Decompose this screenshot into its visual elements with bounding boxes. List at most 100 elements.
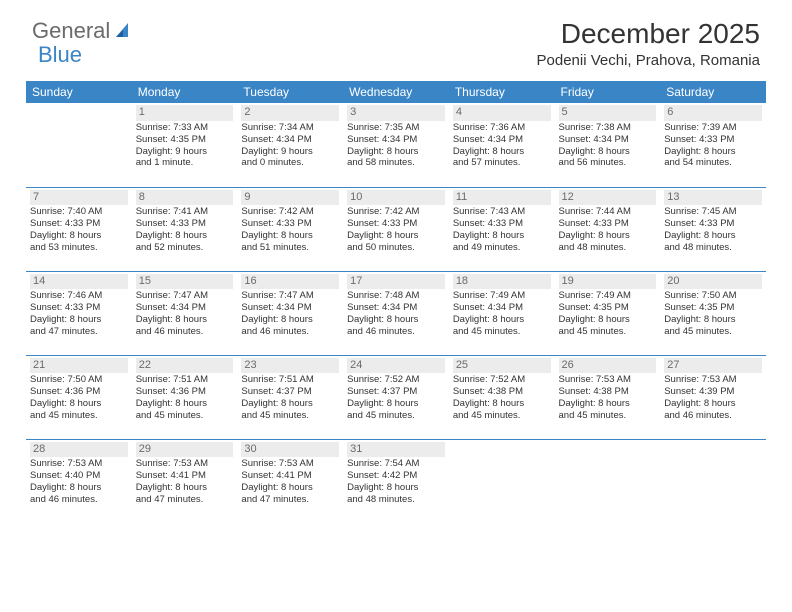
day-info-line: and 46 minutes. (664, 410, 762, 422)
day-info-line: Sunset: 4:42 PM (347, 470, 445, 482)
day-cell: 27Sunrise: 7:53 AMSunset: 4:39 PMDayligh… (660, 355, 766, 439)
day-info-line: Sunset: 4:38 PM (559, 386, 657, 398)
day-number: 29 (136, 442, 234, 458)
day-info-line: Sunset: 4:36 PM (136, 386, 234, 398)
day-number: 5 (559, 105, 657, 121)
day-info-line: Sunset: 4:33 PM (559, 218, 657, 230)
calendar-table: Sunday Monday Tuesday Wednesday Thursday… (26, 81, 766, 523)
day-cell: 31Sunrise: 7:54 AMSunset: 4:42 PMDayligh… (343, 439, 449, 523)
day-info-line: Daylight: 8 hours (347, 482, 445, 494)
day-info-line: Sunset: 4:34 PM (347, 302, 445, 314)
day-info-line: Sunrise: 7:51 AM (136, 374, 234, 386)
day-info-line: and 45 minutes. (559, 410, 657, 422)
day-info-line: Sunset: 4:33 PM (30, 218, 128, 230)
day-cell: 2Sunrise: 7:34 AMSunset: 4:34 PMDaylight… (237, 103, 343, 187)
weekday-sun: Sunday (26, 81, 132, 103)
day-info-line: Sunrise: 7:50 AM (664, 290, 762, 302)
day-cell: 5Sunrise: 7:38 AMSunset: 4:34 PMDaylight… (555, 103, 661, 187)
day-cell: 22Sunrise: 7:51 AMSunset: 4:36 PMDayligh… (132, 355, 238, 439)
day-number: 20 (664, 274, 762, 290)
day-info-line: Daylight: 8 hours (559, 398, 657, 410)
day-number: 8 (136, 190, 234, 206)
day-info-line: Sunrise: 7:44 AM (559, 206, 657, 218)
day-info-line: Sunrise: 7:53 AM (664, 374, 762, 386)
day-number: 23 (241, 358, 339, 374)
day-info-line: Sunset: 4:34 PM (136, 302, 234, 314)
day-info-line: Sunset: 4:41 PM (241, 470, 339, 482)
day-info-line: and 48 minutes. (347, 494, 445, 506)
day-info-line: and 45 minutes. (559, 326, 657, 338)
day-info-line: and 45 minutes. (136, 410, 234, 422)
day-info-line: and 45 minutes. (453, 326, 551, 338)
day-info-line: Sunrise: 7:54 AM (347, 458, 445, 470)
day-info-line: Sunrise: 7:45 AM (664, 206, 762, 218)
weekday-mon: Monday (132, 81, 238, 103)
day-info-line: Sunrise: 7:41 AM (136, 206, 234, 218)
day-cell: 20Sunrise: 7:50 AMSunset: 4:35 PMDayligh… (660, 271, 766, 355)
day-info-line: Sunset: 4:35 PM (136, 134, 234, 146)
day-info-line: and 45 minutes. (30, 410, 128, 422)
day-number: 9 (241, 190, 339, 206)
day-info-line: and 45 minutes. (453, 410, 551, 422)
day-cell: 7Sunrise: 7:40 AMSunset: 4:33 PMDaylight… (26, 187, 132, 271)
day-info-line: Daylight: 8 hours (453, 230, 551, 242)
day-number: 22 (136, 358, 234, 374)
day-cell: 21Sunrise: 7:50 AMSunset: 4:36 PMDayligh… (26, 355, 132, 439)
day-number: 27 (664, 358, 762, 374)
day-cell (449, 439, 555, 523)
day-number: 30 (241, 442, 339, 458)
day-cell: 26Sunrise: 7:53 AMSunset: 4:38 PMDayligh… (555, 355, 661, 439)
day-info-line: and 48 minutes. (559, 242, 657, 254)
day-number: 28 (30, 442, 128, 458)
day-info-line: Daylight: 8 hours (136, 230, 234, 242)
day-number: 17 (347, 274, 445, 290)
week-row: 14Sunrise: 7:46 AMSunset: 4:33 PMDayligh… (26, 271, 766, 355)
day-info-line: and 51 minutes. (241, 242, 339, 254)
day-info-line: Sunset: 4:34 PM (559, 134, 657, 146)
day-info-line: Sunset: 4:37 PM (241, 386, 339, 398)
day-info-line: Sunset: 4:33 PM (136, 218, 234, 230)
day-info-line: and 48 minutes. (664, 242, 762, 254)
logo: General (32, 18, 134, 44)
day-info-line: Daylight: 8 hours (241, 398, 339, 410)
day-info-line: and 45 minutes. (347, 410, 445, 422)
day-number: 25 (453, 358, 551, 374)
day-info-line: Sunset: 4:40 PM (30, 470, 128, 482)
day-info-line: Daylight: 8 hours (30, 314, 128, 326)
title-block: December 2025 Podenii Vechi, Prahova, Ro… (537, 18, 760, 69)
day-info-line: and 47 minutes. (136, 494, 234, 506)
day-info-line: Sunset: 4:41 PM (136, 470, 234, 482)
day-info-line: Sunset: 4:33 PM (241, 218, 339, 230)
day-info-line: and 57 minutes. (453, 157, 551, 169)
day-info-line: Sunset: 4:36 PM (30, 386, 128, 398)
month-title: December 2025 (537, 18, 760, 50)
day-info-line: Sunset: 4:34 PM (453, 134, 551, 146)
weekday-tue: Tuesday (237, 81, 343, 103)
day-info-line: Sunrise: 7:40 AM (30, 206, 128, 218)
day-info-line: Daylight: 8 hours (347, 398, 445, 410)
day-cell: 28Sunrise: 7:53 AMSunset: 4:40 PMDayligh… (26, 439, 132, 523)
day-cell: 16Sunrise: 7:47 AMSunset: 4:34 PMDayligh… (237, 271, 343, 355)
day-info-line: Daylight: 8 hours (30, 482, 128, 494)
day-info-line: and 1 minute. (136, 157, 234, 169)
day-cell: 29Sunrise: 7:53 AMSunset: 4:41 PMDayligh… (132, 439, 238, 523)
day-info-line: and 53 minutes. (30, 242, 128, 254)
day-info-line: Sunrise: 7:53 AM (559, 374, 657, 386)
day-cell: 25Sunrise: 7:52 AMSunset: 4:38 PMDayligh… (449, 355, 555, 439)
day-cell: 11Sunrise: 7:43 AMSunset: 4:33 PMDayligh… (449, 187, 555, 271)
day-info-line: Daylight: 8 hours (664, 398, 762, 410)
day-info-line: Daylight: 8 hours (453, 314, 551, 326)
day-info-line: Sunrise: 7:38 AM (559, 122, 657, 134)
day-cell: 12Sunrise: 7:44 AMSunset: 4:33 PMDayligh… (555, 187, 661, 271)
day-info-line: Sunset: 4:33 PM (453, 218, 551, 230)
day-info-line: Daylight: 8 hours (136, 482, 234, 494)
day-info-line: Daylight: 8 hours (664, 230, 762, 242)
day-info-line: and 56 minutes. (559, 157, 657, 169)
day-info-line: and 52 minutes. (136, 242, 234, 254)
day-info-line: Sunrise: 7:48 AM (347, 290, 445, 302)
day-number: 12 (559, 190, 657, 206)
day-info-line: and 50 minutes. (347, 242, 445, 254)
day-info-line: Sunset: 4:34 PM (241, 134, 339, 146)
day-cell: 4Sunrise: 7:36 AMSunset: 4:34 PMDaylight… (449, 103, 555, 187)
day-cell (26, 103, 132, 187)
